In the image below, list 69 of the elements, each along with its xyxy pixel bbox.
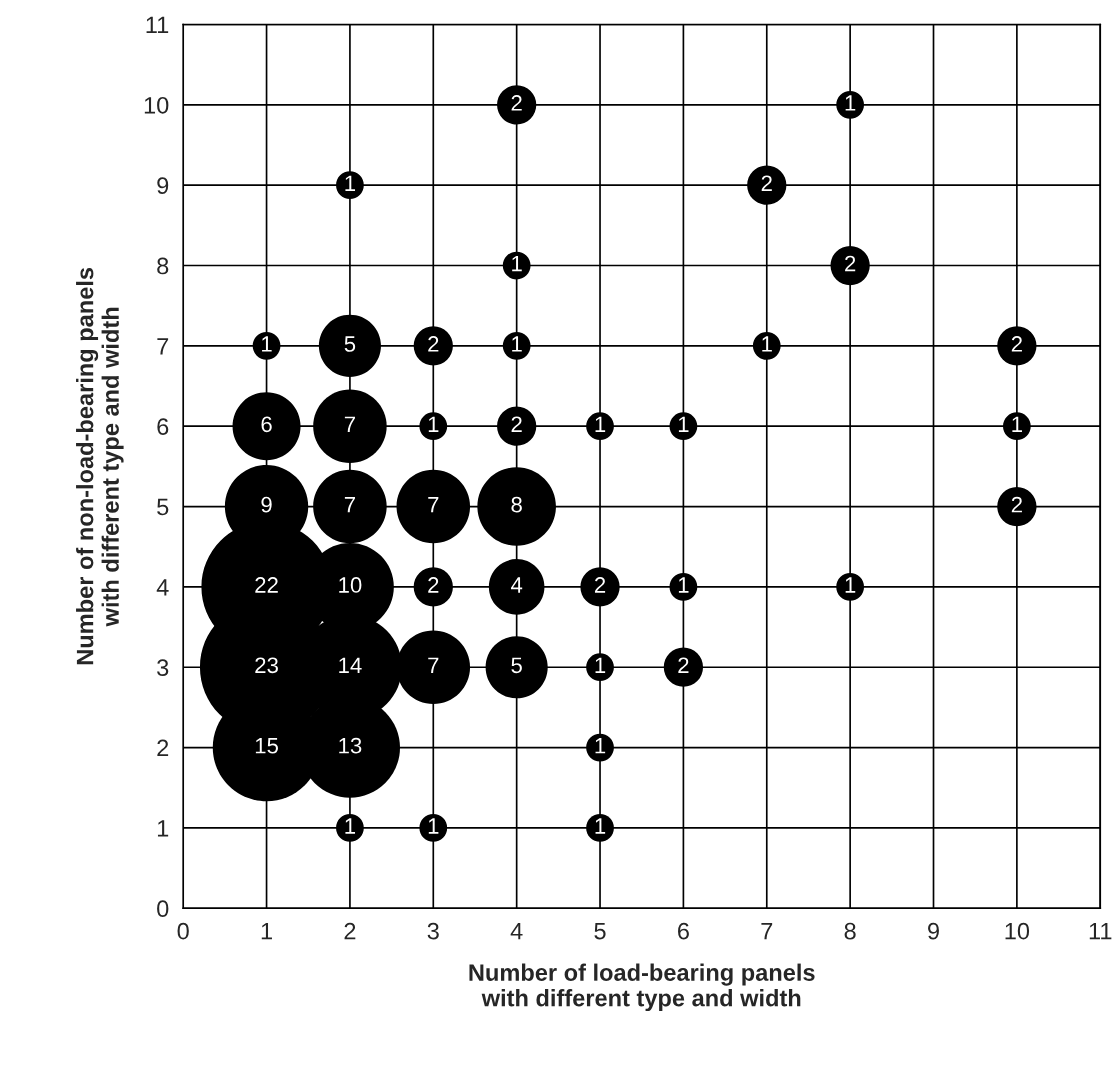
data-label: 2: [511, 416, 522, 432]
data-label: 1: [678, 416, 689, 432]
data-label: 1: [845, 95, 856, 111]
data-label: 8: [511, 496, 522, 513]
y-tick-label: 0: [157, 900, 169, 918]
data-label: 14: [339, 657, 362, 673]
y-tick-label: 9: [157, 177, 169, 194]
data-label: 1: [595, 738, 606, 754]
y-tick-label: 6: [157, 418, 169, 435]
y-tick-label: 3: [157, 659, 169, 677]
x-tick-label: 2: [344, 922, 356, 940]
y-tick-label: 7: [157, 338, 169, 355]
y-tick-label: 8: [157, 257, 169, 275]
data-label: 1: [595, 818, 606, 834]
data-label: 2: [761, 175, 772, 191]
y-tick-label: 2: [157, 739, 169, 757]
x-tick-label: 6: [678, 922, 689, 940]
x-tick-label: 9: [928, 922, 939, 940]
y-axis-title: Number of non-load-bearing panels with different type and width: [76, 267, 124, 665]
x-tick-label: 3: [427, 922, 439, 940]
data-label: 2: [1011, 496, 1022, 513]
data-label: 1: [512, 255, 522, 272]
data-label: 4: [510, 577, 523, 593]
data-label: 1: [595, 657, 606, 673]
data-label: 9: [261, 496, 272, 513]
data-label: 1: [345, 818, 356, 834]
x-tick-label: 4: [510, 922, 523, 940]
data-label: 10: [339, 577, 362, 593]
data-label: 1: [595, 416, 606, 432]
data-label: 2: [678, 657, 689, 673]
data-label: 5: [511, 657, 522, 674]
data-label: 1: [428, 416, 439, 432]
data-label: 1: [428, 818, 439, 834]
data-label: 6: [261, 416, 272, 433]
data-label: 1: [1012, 416, 1022, 432]
y-tick-label: 4: [156, 579, 169, 596]
data-label: 22: [255, 577, 278, 593]
x-tick-label: 5: [594, 922, 606, 940]
data-label: 1: [845, 577, 856, 593]
data-label: 7: [428, 657, 439, 673]
data-label: 23: [255, 657, 278, 674]
y-tick-label: 5: [157, 498, 169, 516]
y-tick-label: 1: [157, 820, 169, 837]
data-label: 2: [1011, 336, 1022, 352]
data-label: 1: [762, 336, 772, 352]
x-tick-label: 11: [1089, 922, 1112, 940]
data-label: 15: [255, 738, 278, 754]
data-label: 2: [594, 577, 606, 593]
data-label: 1: [345, 175, 356, 191]
data-label: 2: [428, 577, 439, 593]
y-tick-label: 10: [144, 96, 169, 114]
x-tick-label: 0: [177, 922, 189, 940]
x-tick-label: 7: [761, 922, 773, 940]
x-tick-label: 10: [1005, 922, 1030, 940]
data-label: 2: [845, 255, 856, 272]
data-label: 2: [428, 336, 439, 352]
data-label: 2: [511, 95, 522, 111]
data-label: 7: [428, 497, 439, 513]
data-label: 7: [344, 416, 355, 432]
y-tick-label: 11: [146, 16, 169, 34]
data-label: 13: [339, 737, 362, 754]
data-label: 1: [512, 336, 522, 352]
data-label: 5: [344, 336, 356, 352]
x-axis-title: Number of load-bearing panels with different type and width: [469, 963, 815, 1012]
data-label: 1: [678, 577, 689, 593]
data-label: 1: [262, 336, 272, 352]
data-label: 7: [344, 497, 355, 513]
x-tick-label: 1: [261, 922, 272, 940]
x-tick-label: 8: [844, 922, 856, 940]
